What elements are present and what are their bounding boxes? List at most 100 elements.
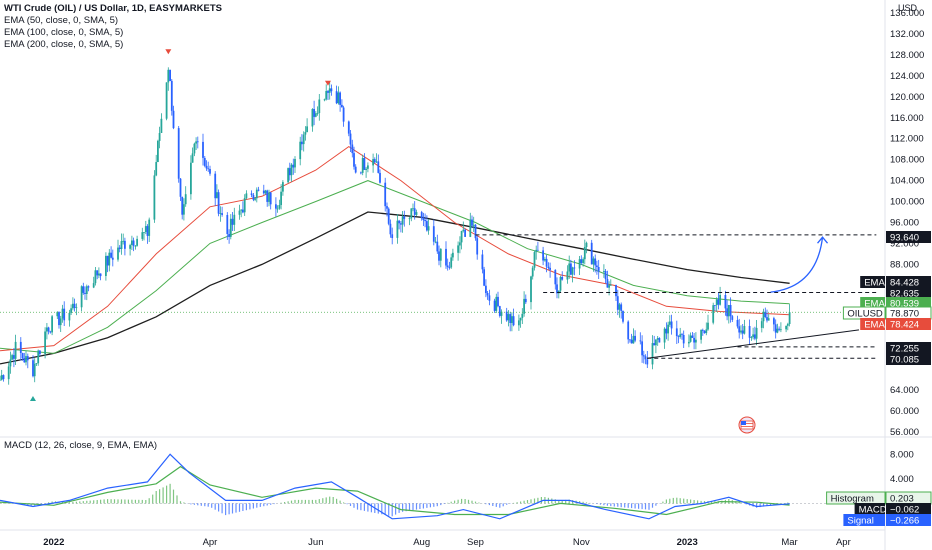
candle-body xyxy=(531,267,534,277)
candle-body xyxy=(335,91,338,104)
ema50-legend[interactable]: EMA (50, close, 0, SMA, 5) xyxy=(4,15,119,26)
candle-body xyxy=(257,189,260,191)
candle-body xyxy=(658,338,661,343)
tag-value-text: 82.635 xyxy=(890,289,919,300)
candle-body xyxy=(691,335,694,338)
candle-body xyxy=(667,324,669,334)
candle-body xyxy=(47,327,50,332)
flag-icon[interactable] xyxy=(738,416,756,434)
candle-body xyxy=(682,335,685,344)
candle-body xyxy=(410,208,413,219)
tag-value-text: 93.640 xyxy=(890,233,919,244)
candle-body xyxy=(736,320,739,327)
candle-body xyxy=(707,322,709,330)
time-tick-label: 2022 xyxy=(43,537,64,548)
ema100-line xyxy=(0,180,790,354)
candle-body xyxy=(396,220,399,238)
candle-body xyxy=(330,88,333,92)
macd-tick-label: 8.000 xyxy=(890,449,914,460)
ema50-line xyxy=(0,145,790,352)
tag-value-text: −0.062 xyxy=(890,505,919,516)
candle-body xyxy=(521,313,524,318)
candle-body xyxy=(436,241,439,252)
candle-body xyxy=(535,249,538,253)
macd-legend[interactable]: MACD (12, 26, close, 9, EMA, EMA) xyxy=(4,440,158,451)
candle-body xyxy=(26,356,29,361)
macd-tag: MACD −0.062 xyxy=(854,503,931,516)
candle-body xyxy=(675,328,678,336)
candle-body xyxy=(582,259,584,263)
tag-value-box xyxy=(886,353,931,365)
candle-body xyxy=(129,245,131,249)
candle-body xyxy=(785,325,787,330)
tag-value-box xyxy=(886,231,931,243)
candle-body xyxy=(144,226,147,232)
candle-body xyxy=(268,192,270,202)
candle-body xyxy=(726,308,728,317)
candle-body xyxy=(269,192,272,205)
candle-body xyxy=(179,178,182,197)
time-tick-label: Aug xyxy=(413,537,430,548)
candle-body xyxy=(373,159,376,163)
time-axis[interactable]: 2022 Apr Jun Aug Sep Nov 2023 Mar Apr xyxy=(43,537,851,548)
candle-body xyxy=(729,305,732,317)
candle-body xyxy=(665,328,668,334)
candle-body xyxy=(32,360,34,377)
candle-body xyxy=(646,359,649,365)
ema100-legend[interactable]: EMA (100, close, 0, SMA, 5) xyxy=(4,27,124,38)
tag-label-box xyxy=(860,297,885,309)
symbol-title[interactable]: WTI Crude (OIL) / US Dollar, 1D, EASYMAR… xyxy=(4,3,222,14)
tag-label-box xyxy=(843,514,885,526)
candle-body xyxy=(384,182,387,207)
candle-body xyxy=(603,271,605,272)
candle-body xyxy=(266,190,269,202)
candle-body xyxy=(169,69,171,81)
candle-body xyxy=(677,335,680,337)
price-tick-label: 120.000 xyxy=(890,92,924,103)
macd-tag: Histogram 0.203 xyxy=(826,491,932,505)
candle-body xyxy=(486,293,489,296)
candle-body xyxy=(58,312,60,326)
candle-body xyxy=(755,327,758,339)
price-tag: OILUSD 78.870 xyxy=(842,306,932,320)
candle-body xyxy=(622,311,624,322)
candle-body xyxy=(618,304,621,310)
candle-body xyxy=(342,107,345,122)
candle-body xyxy=(731,316,734,320)
candle-body xyxy=(365,168,367,170)
ema200-legend[interactable]: EMA (200, close, 0, SMA, 5) xyxy=(4,39,124,50)
candle-body xyxy=(118,247,121,249)
candle-body xyxy=(556,284,558,294)
candle-body xyxy=(170,80,173,111)
candle-body xyxy=(670,321,673,329)
candle-body xyxy=(63,308,66,321)
price-tick-label: 116.000 xyxy=(890,113,924,124)
price-tick-label: 132.000 xyxy=(890,29,924,40)
price-axis[interactable]: 132.000 128.000 124.000 120.000 116.000 112.0… xyxy=(890,8,924,485)
candle-body xyxy=(606,279,609,288)
candle-body xyxy=(372,159,374,166)
candle-body xyxy=(240,209,243,211)
candle-body xyxy=(656,338,659,340)
candle-body xyxy=(98,273,100,276)
candle-body xyxy=(766,317,768,321)
candle-body xyxy=(413,208,416,215)
tag-label-text: Signal xyxy=(847,516,873,527)
candle-body xyxy=(191,153,194,163)
candle-body xyxy=(327,91,329,93)
price-tick-label: 96.000 xyxy=(890,218,919,229)
candle-body xyxy=(573,267,576,269)
candle-body xyxy=(141,232,144,239)
price-tick-label: 112.000 xyxy=(890,134,924,145)
candle-body xyxy=(302,134,305,145)
candle-body xyxy=(158,133,161,141)
candle-body xyxy=(493,300,496,311)
candle-body xyxy=(523,298,525,314)
candle-body xyxy=(424,220,426,222)
candle-body xyxy=(134,245,137,247)
tag-value-text: −0.266 xyxy=(890,516,919,527)
candle-body xyxy=(250,193,253,195)
candle-body xyxy=(360,172,362,174)
candle-body xyxy=(554,269,557,285)
